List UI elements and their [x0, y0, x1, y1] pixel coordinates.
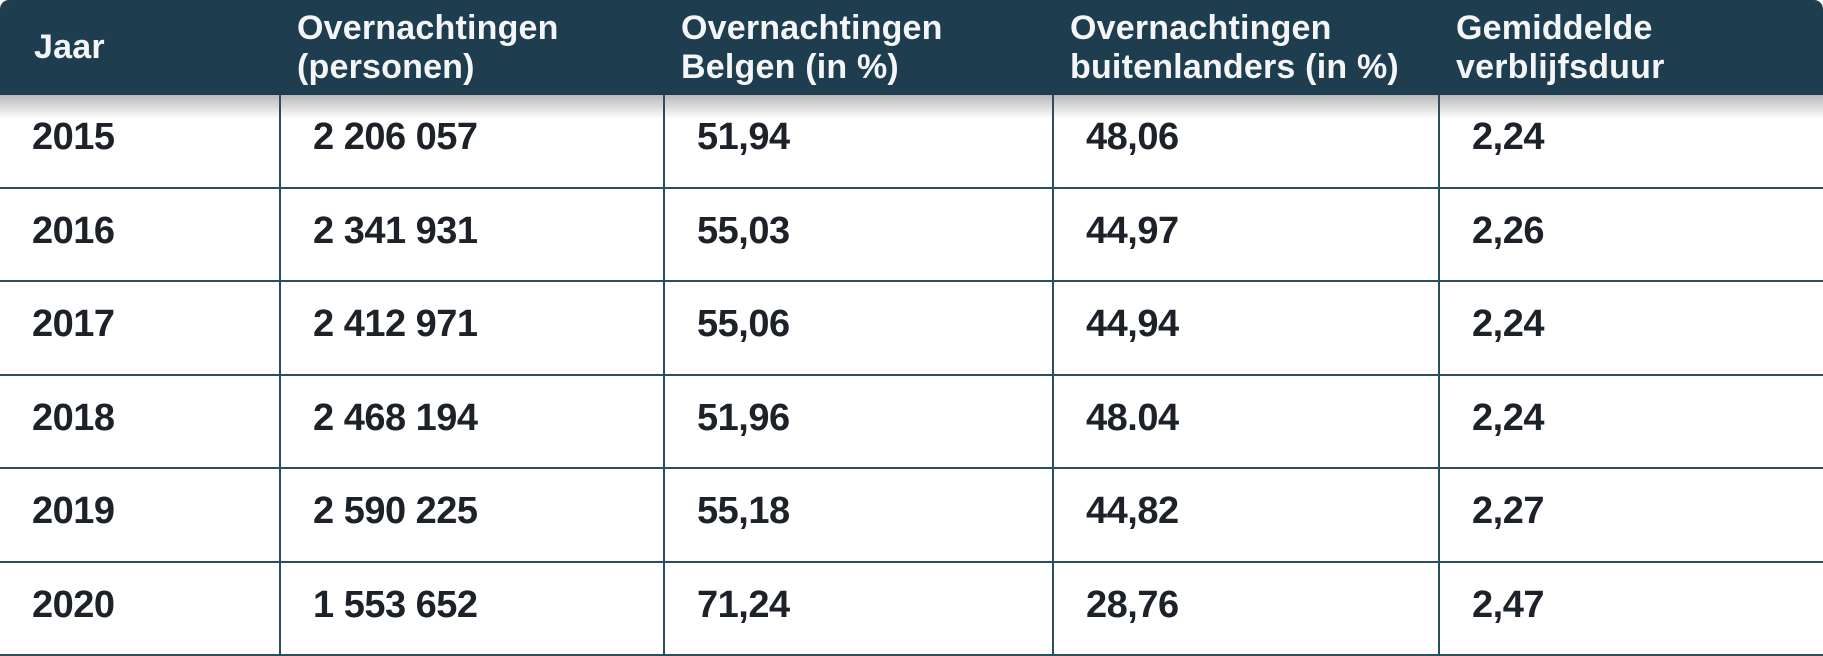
cell-jaar: 2015 — [0, 95, 279, 189]
table-row-2019: 2019 2 590 225 55,18 44,82 2,27 — [0, 469, 1823, 563]
cell-belgen-pct: 71,24 — [663, 562, 1052, 656]
column-header-gemiddelde-verblijfsduur: Gemiddelde verblijfsduur — [1438, 0, 1823, 95]
column-header-label: Jaar — [34, 28, 105, 66]
cell-jaar: 2017 — [0, 282, 279, 376]
column-header-jaar: Jaar — [0, 0, 279, 95]
cell-jaar: 2019 — [0, 469, 279, 563]
cell-verblijfsduur: 2,24 — [1438, 95, 1823, 189]
table-header: Jaar Overnachtingen (personen) Overnacht… — [0, 0, 1823, 95]
cell-buitenlanders-pct: 44,82 — [1052, 469, 1438, 563]
cell-overnachtingen: 2 590 225 — [279, 469, 663, 563]
cell-buitenlanders-pct: 44,94 — [1052, 282, 1438, 376]
cell-verblijfsduur: 2,26 — [1438, 188, 1823, 282]
cell-buitenlanders-pct: 48,06 — [1052, 95, 1438, 189]
cell-overnachtingen: 2 206 057 — [279, 95, 663, 189]
cell-belgen-pct: 55,03 — [663, 188, 1052, 282]
header-row: Jaar Overnachtingen (personen) Overnacht… — [0, 0, 1823, 95]
cell-verblijfsduur: 2,47 — [1438, 562, 1823, 656]
cell-jaar: 2016 — [0, 188, 279, 282]
cell-jaar: 2020 — [0, 562, 279, 656]
column-header-label: Overnachtingen buitenlanders (in %) — [1070, 8, 1399, 86]
cell-verblijfsduur: 2,24 — [1438, 375, 1823, 469]
column-header-overnachtingen-buitenlanders: Overnachtingen buitenlanders (in %) — [1052, 0, 1438, 95]
cell-belgen-pct: 55,06 — [663, 282, 1052, 376]
cell-belgen-pct: 51,96 — [663, 375, 1052, 469]
column-header-overnachtingen-belgen: Overnachtingen Belgen (in %) — [663, 0, 1052, 95]
cell-overnachtingen: 2 468 194 — [279, 375, 663, 469]
cell-overnachtingen: 1 553 652 — [279, 562, 663, 656]
table-body: 2015 2 206 057 51,94 48,06 2,24 2016 2 3… — [0, 95, 1823, 656]
column-header-label: Overnachtingen (personen) — [297, 8, 559, 86]
table-row-2017: 2017 2 412 971 55,06 44,94 2,24 — [0, 282, 1823, 376]
cell-overnachtingen: 2 412 971 — [279, 282, 663, 376]
cell-verblijfsduur: 2,27 — [1438, 469, 1823, 563]
table-row-2016: 2016 2 341 931 55,03 44,97 2,26 — [0, 188, 1823, 282]
cell-buitenlanders-pct: 44,97 — [1052, 188, 1438, 282]
table-row-2015: 2015 2 206 057 51,94 48,06 2,24 — [0, 95, 1823, 189]
column-header-label: Overnachtingen Belgen (in %) — [681, 8, 943, 86]
cell-overnachtingen: 2 341 931 — [279, 188, 663, 282]
cell-belgen-pct: 55,18 — [663, 469, 1052, 563]
cell-verblijfsduur: 2,24 — [1438, 282, 1823, 376]
table-row-2020: 2020 1 553 652 71,24 28,76 2,47 — [0, 562, 1823, 656]
cell-buitenlanders-pct: 48.04 — [1052, 375, 1438, 469]
cell-buitenlanders-pct: 28,76 — [1052, 562, 1438, 656]
cell-belgen-pct: 51,94 — [663, 95, 1052, 189]
column-header-overnachtingen-personen: Overnachtingen (personen) — [279, 0, 663, 95]
cell-jaar: 2018 — [0, 375, 279, 469]
column-header-label: Gemiddelde verblijfsduur — [1456, 8, 1665, 86]
table-row-2018: 2018 2 468 194 51,96 48.04 2,24 — [0, 375, 1823, 469]
